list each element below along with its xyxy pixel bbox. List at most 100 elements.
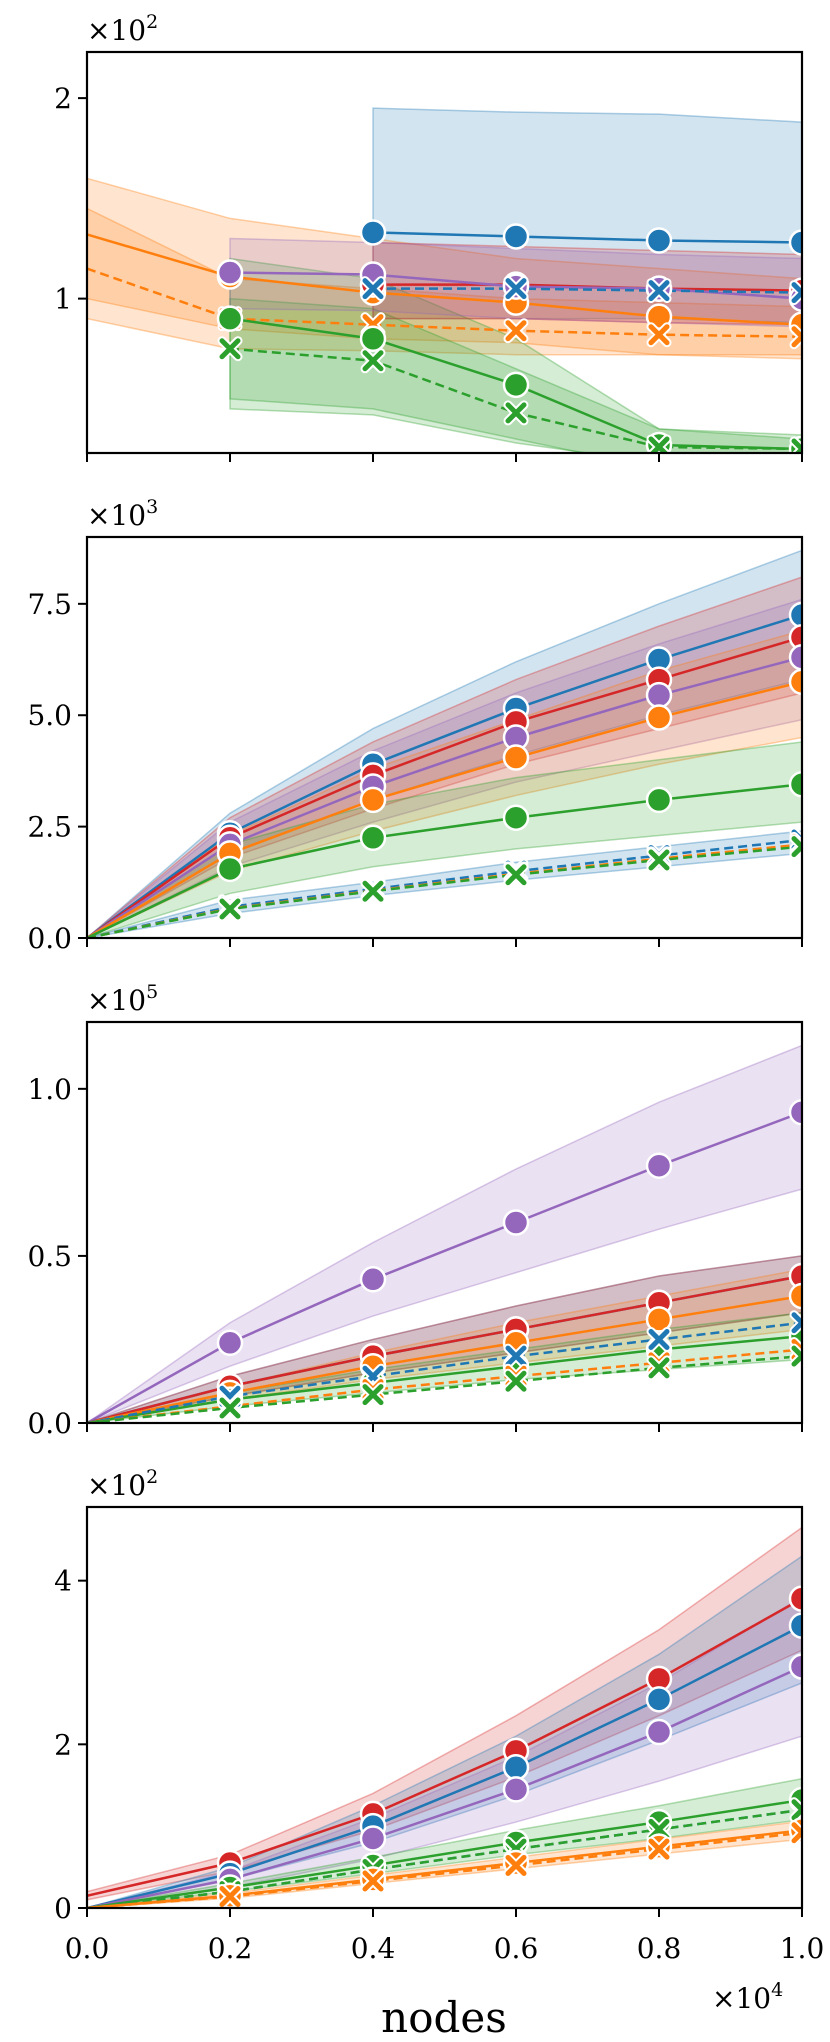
point-orange-solid <box>502 744 530 771</box>
line-purple-solid <box>87 1665 802 1908</box>
point-blue-dashed <box>360 276 386 302</box>
point-orange-dashed <box>789 324 802 350</box>
line-blue-solid <box>87 1624 802 1908</box>
point-green-dashed <box>217 1395 243 1421</box>
point-blue-solid <box>502 1753 530 1781</box>
point-orange-dashed <box>789 1820 802 1846</box>
point-blue-solid <box>645 1686 673 1713</box>
point-blue-dashed <box>646 278 672 304</box>
y-multiplier-exp: 3 <box>146 496 158 518</box>
point-green-dashed <box>360 878 386 904</box>
point-green-dashed <box>360 348 386 374</box>
point-orange-solid <box>359 786 387 814</box>
point-red-solid <box>788 1262 802 1290</box>
line-purple-solid <box>87 656 802 938</box>
x-multiplier-base: ×10 <box>712 1982 771 2015</box>
point-blue-dashed <box>503 276 529 302</box>
line-green-dashed <box>87 1808 802 1908</box>
point-blue-solid <box>359 219 387 246</box>
point-green-dashed <box>503 1368 529 1394</box>
point-purple-solid <box>645 681 673 709</box>
line-orange-dashed <box>87 1831 802 1908</box>
point-blue-dashed <box>789 1310 802 1336</box>
y-tick-label: 4 <box>54 1565 72 1598</box>
line-red-solid <box>87 1597 802 1897</box>
point-purple-solid <box>645 1152 673 1179</box>
y-tick-label: 0 <box>54 1892 72 1925</box>
panel-1: 12×102 <box>54 11 804 462</box>
y-tick-label: 2 <box>54 1728 72 1761</box>
axes-frame <box>85 50 804 455</box>
x-tick-label: 0.2 <box>208 1932 253 1965</box>
y-tick-label: 5.0 <box>27 699 72 732</box>
point-orange-solid <box>645 1306 673 1333</box>
y-multiplier-base: ×10 <box>87 14 146 47</box>
point-purple-solid <box>216 259 244 286</box>
axes-frame <box>85 535 804 940</box>
y-tick-label: 2.5 <box>27 811 72 844</box>
y-multiplier-label: ×105 <box>87 981 158 1017</box>
y-multiplier-exp: 5 <box>146 981 158 1003</box>
x-tick-label: 0.8 <box>637 1932 682 1965</box>
point-purple-solid <box>216 1329 244 1357</box>
panel-3: 0.0 0.5 1.0 ×105 <box>27 981 804 1440</box>
point-orange-dashed <box>217 1884 243 1908</box>
x-multiplier-label: ×104 <box>712 1979 783 2015</box>
y-multiplier-label: ×102 <box>87 1466 158 1502</box>
line-blue-solid <box>372 231 802 244</box>
y-multiplier-exp: 2 <box>146 11 158 33</box>
band-blue-solid <box>372 107 802 324</box>
point-blue-solid <box>502 223 530 250</box>
line-green-solid <box>87 1798 802 1908</box>
band-red-solid <box>372 241 802 326</box>
band-purple-solid <box>87 1596 802 1908</box>
point-blue-solid <box>645 227 673 254</box>
point-blue-dashed <box>503 1343 529 1369</box>
panels: 12×1020.02.55.07.5×1030.00.51.0×105024×1… <box>27 11 804 1925</box>
band-green-solid <box>87 741 802 938</box>
line-blue-dashed <box>87 838 802 938</box>
line-red-solid <box>87 1274 802 1423</box>
point-orange-dashed <box>646 1836 672 1862</box>
plot-area <box>87 549 802 938</box>
y-tick-label: 7.5 <box>27 588 72 621</box>
y-tick-label: 0.0 <box>27 1407 72 1440</box>
band-purple-solid <box>87 598 802 938</box>
point-green-dashed <box>217 896 243 922</box>
band-orange-solid <box>87 1820 802 1908</box>
axes-frame <box>85 1505 804 1910</box>
y-multiplier-exp: 2 <box>146 1466 158 1488</box>
panel-4: 024×102 <box>54 1466 804 1925</box>
point-orange-solid <box>645 704 673 731</box>
line-blue-dashed <box>373 287 802 294</box>
point-orange-solid <box>788 668 802 696</box>
line-orange-dashed <box>87 267 802 338</box>
line-green-dashed <box>87 1354 802 1423</box>
point-orange-solid <box>788 1282 802 1310</box>
point-orange-dashed <box>360 1868 386 1894</box>
y-multiplier-base: ×10 <box>87 984 146 1017</box>
plot-area <box>87 1526 802 1908</box>
point-red-solid <box>788 624 802 651</box>
plot-area <box>87 1044 802 1423</box>
point-purple-solid <box>645 1718 673 1746</box>
x-tick-label: 1.0 <box>780 1932 825 1965</box>
line-red-solid <box>87 636 802 938</box>
point-green-dashed <box>646 1355 672 1381</box>
point-purple-solid <box>359 1266 387 1293</box>
point-green-solid <box>359 824 387 851</box>
x-tick-label: 0.0 <box>65 1932 110 1965</box>
point-green-solid <box>788 771 802 798</box>
point-green-dashed <box>503 862 529 888</box>
point-orange-dashed <box>503 1852 529 1878</box>
y-tick-label: 1.0 <box>27 1073 72 1106</box>
point-purple-solid <box>502 1776 530 1803</box>
y-tick-label: 2 <box>54 82 72 115</box>
y-multiplier-base: ×10 <box>87 1469 146 1502</box>
point-green-solid <box>502 371 530 399</box>
line-orange-solid <box>87 1294 802 1423</box>
y-tick-label: 1 <box>54 283 72 316</box>
y-tick-label: 0.5 <box>27 1240 72 1273</box>
band-blue-solid <box>87 1255 802 1423</box>
panel-2: 0.0 2.5 5.0 7.5 ×103 <box>27 496 804 955</box>
